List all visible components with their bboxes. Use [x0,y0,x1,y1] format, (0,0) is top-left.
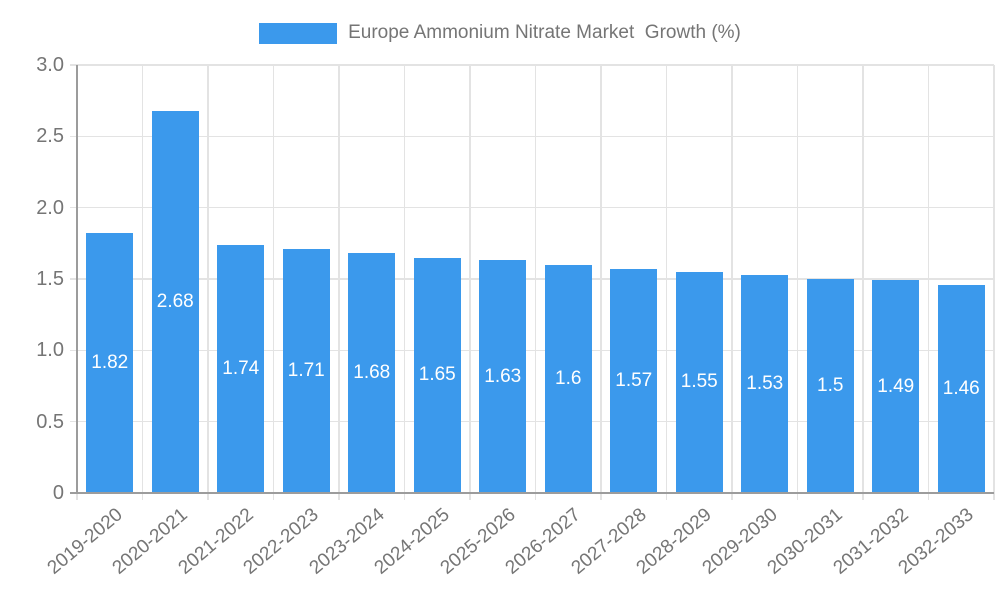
bar-value-label: 1.82 [91,352,129,374]
gridline-vertical [338,65,340,500]
bar-value-label: 1.71 [287,360,325,382]
gridline-horizontal [70,206,994,209]
gridline-vertical [731,65,733,500]
gridline-vertical [993,65,995,500]
y-axis-tick-label: 0 [52,482,64,504]
y-axis-line [76,65,78,493]
gridline-horizontal [70,349,994,352]
gridline-horizontal [70,278,994,280]
gridline-horizontal [70,420,994,423]
bar[interactable] [348,253,396,493]
gridline-horizontal [70,135,994,138]
bar[interactable] [741,274,789,493]
y-axis-tick-label: 1.0 [36,339,64,362]
bar[interactable] [872,280,920,493]
bar-value-label: 2.68 [156,290,194,312]
chart-legend[interactable]: Europe Ammonium Nitrate Market Growth (%… [0,22,1000,44]
gridline-vertical [600,65,602,500]
gridline-vertical [272,65,275,500]
bar[interactable] [479,260,527,493]
bar[interactable] [675,271,723,493]
bar-value-label: 1.5 [817,375,844,396]
bar-value-label: 1.49 [877,375,915,397]
gridline-vertical [207,65,209,500]
legend-label: Europe Ammonium Nitrate Market Growth (%… [348,22,741,43]
bar[interactable] [86,233,134,493]
bar-value-label: 1.55 [680,371,718,393]
bar-value-label: 1.53 [746,372,784,394]
bar-value-label: 1.6 [555,367,582,389]
gridline-vertical [927,65,930,500]
gridline-vertical [534,65,537,500]
bar[interactable] [217,244,265,493]
bar-value-label: 1.57 [615,370,653,391]
gridline-horizontal [70,64,994,66]
legend-color-swatch [259,22,338,44]
bar-value-label: 1.46 [942,377,980,399]
y-axis-tick-label: 2.5 [36,125,64,148]
bar[interactable] [610,269,658,493]
bar[interactable] [937,284,985,493]
gridline-vertical [796,65,799,500]
bar[interactable] [413,257,461,493]
bar-value-label: 1.68 [353,362,391,384]
bar-value-label: 1.63 [484,365,522,387]
bar-value-label: 1.74 [222,357,260,379]
y-axis-tick-label: 1.5 [36,268,64,290]
gridline-vertical [141,65,144,500]
y-axis-tick-label: 0.5 [36,410,64,433]
gridline-vertical [862,65,864,500]
bar[interactable] [151,110,199,493]
bar-value-label: 1.65 [418,364,456,386]
bar[interactable] [282,249,330,493]
bar[interactable] [544,264,592,493]
gridline-vertical [665,65,668,500]
gridline-vertical [403,65,406,500]
x-axis-line [70,492,994,494]
gridline-vertical [469,65,471,500]
y-axis-tick-label: 3.0 [36,54,64,76]
y-axis-tick-label: 2.0 [36,196,64,219]
bar[interactable] [806,279,854,493]
